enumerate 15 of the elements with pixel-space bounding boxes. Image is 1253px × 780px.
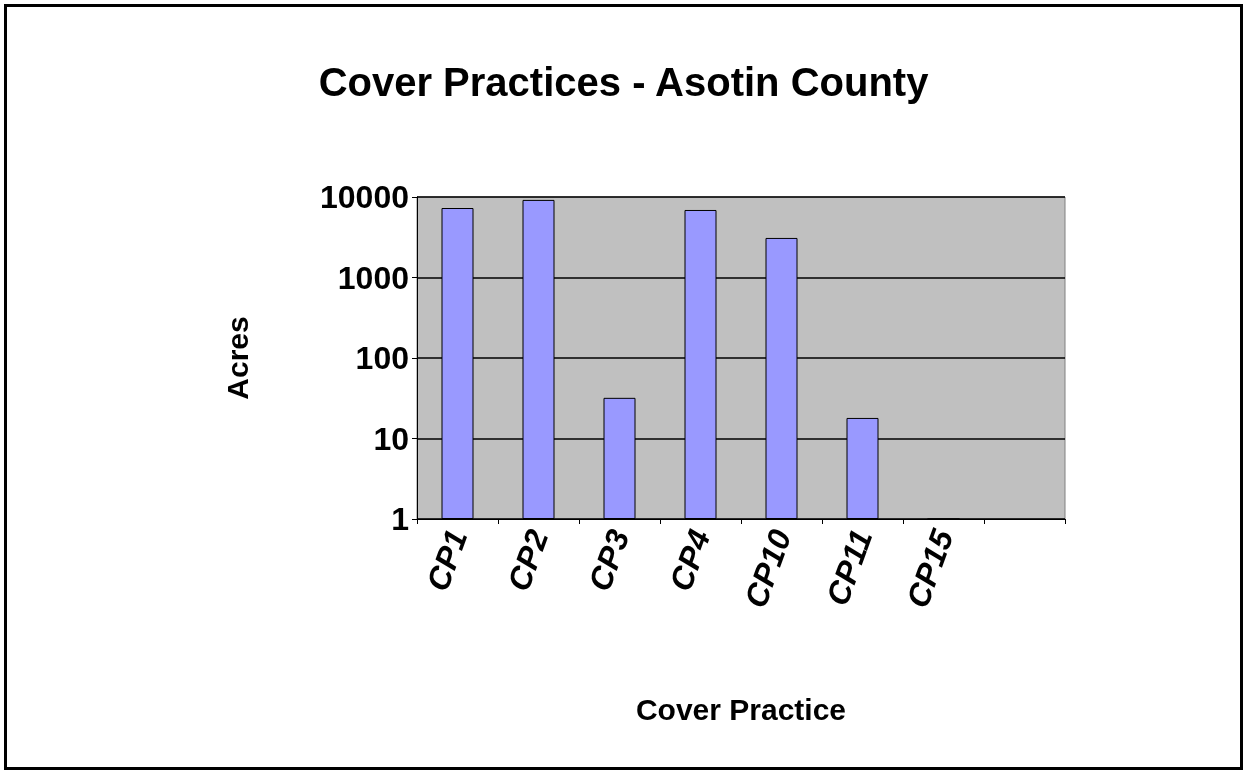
x-tick-label: CP3 <box>581 524 637 596</box>
x-tick-label: CP1 <box>419 524 475 596</box>
x-tick-label: CP10 <box>737 524 799 613</box>
x-tick-label: CP2 <box>500 524 556 596</box>
y-tick-label: 10 <box>373 420 409 457</box>
y-tick-label: 10000 <box>320 179 409 215</box>
y-tick-label: 1 <box>391 501 409 537</box>
x-tick-label: CP4 <box>662 524 718 596</box>
y-axis-title: Acres <box>220 316 254 400</box>
chart-title: Cover Practices - Asotin County <box>318 60 930 104</box>
x-axis-title: Cover Practice <box>635 692 847 726</box>
x-tick-label: CP15 <box>899 523 961 613</box>
y-tick-label: 100 <box>355 340 409 376</box>
y-tick-label: 1000 <box>337 259 409 296</box>
x-tick-label: CP11 <box>819 524 880 611</box>
